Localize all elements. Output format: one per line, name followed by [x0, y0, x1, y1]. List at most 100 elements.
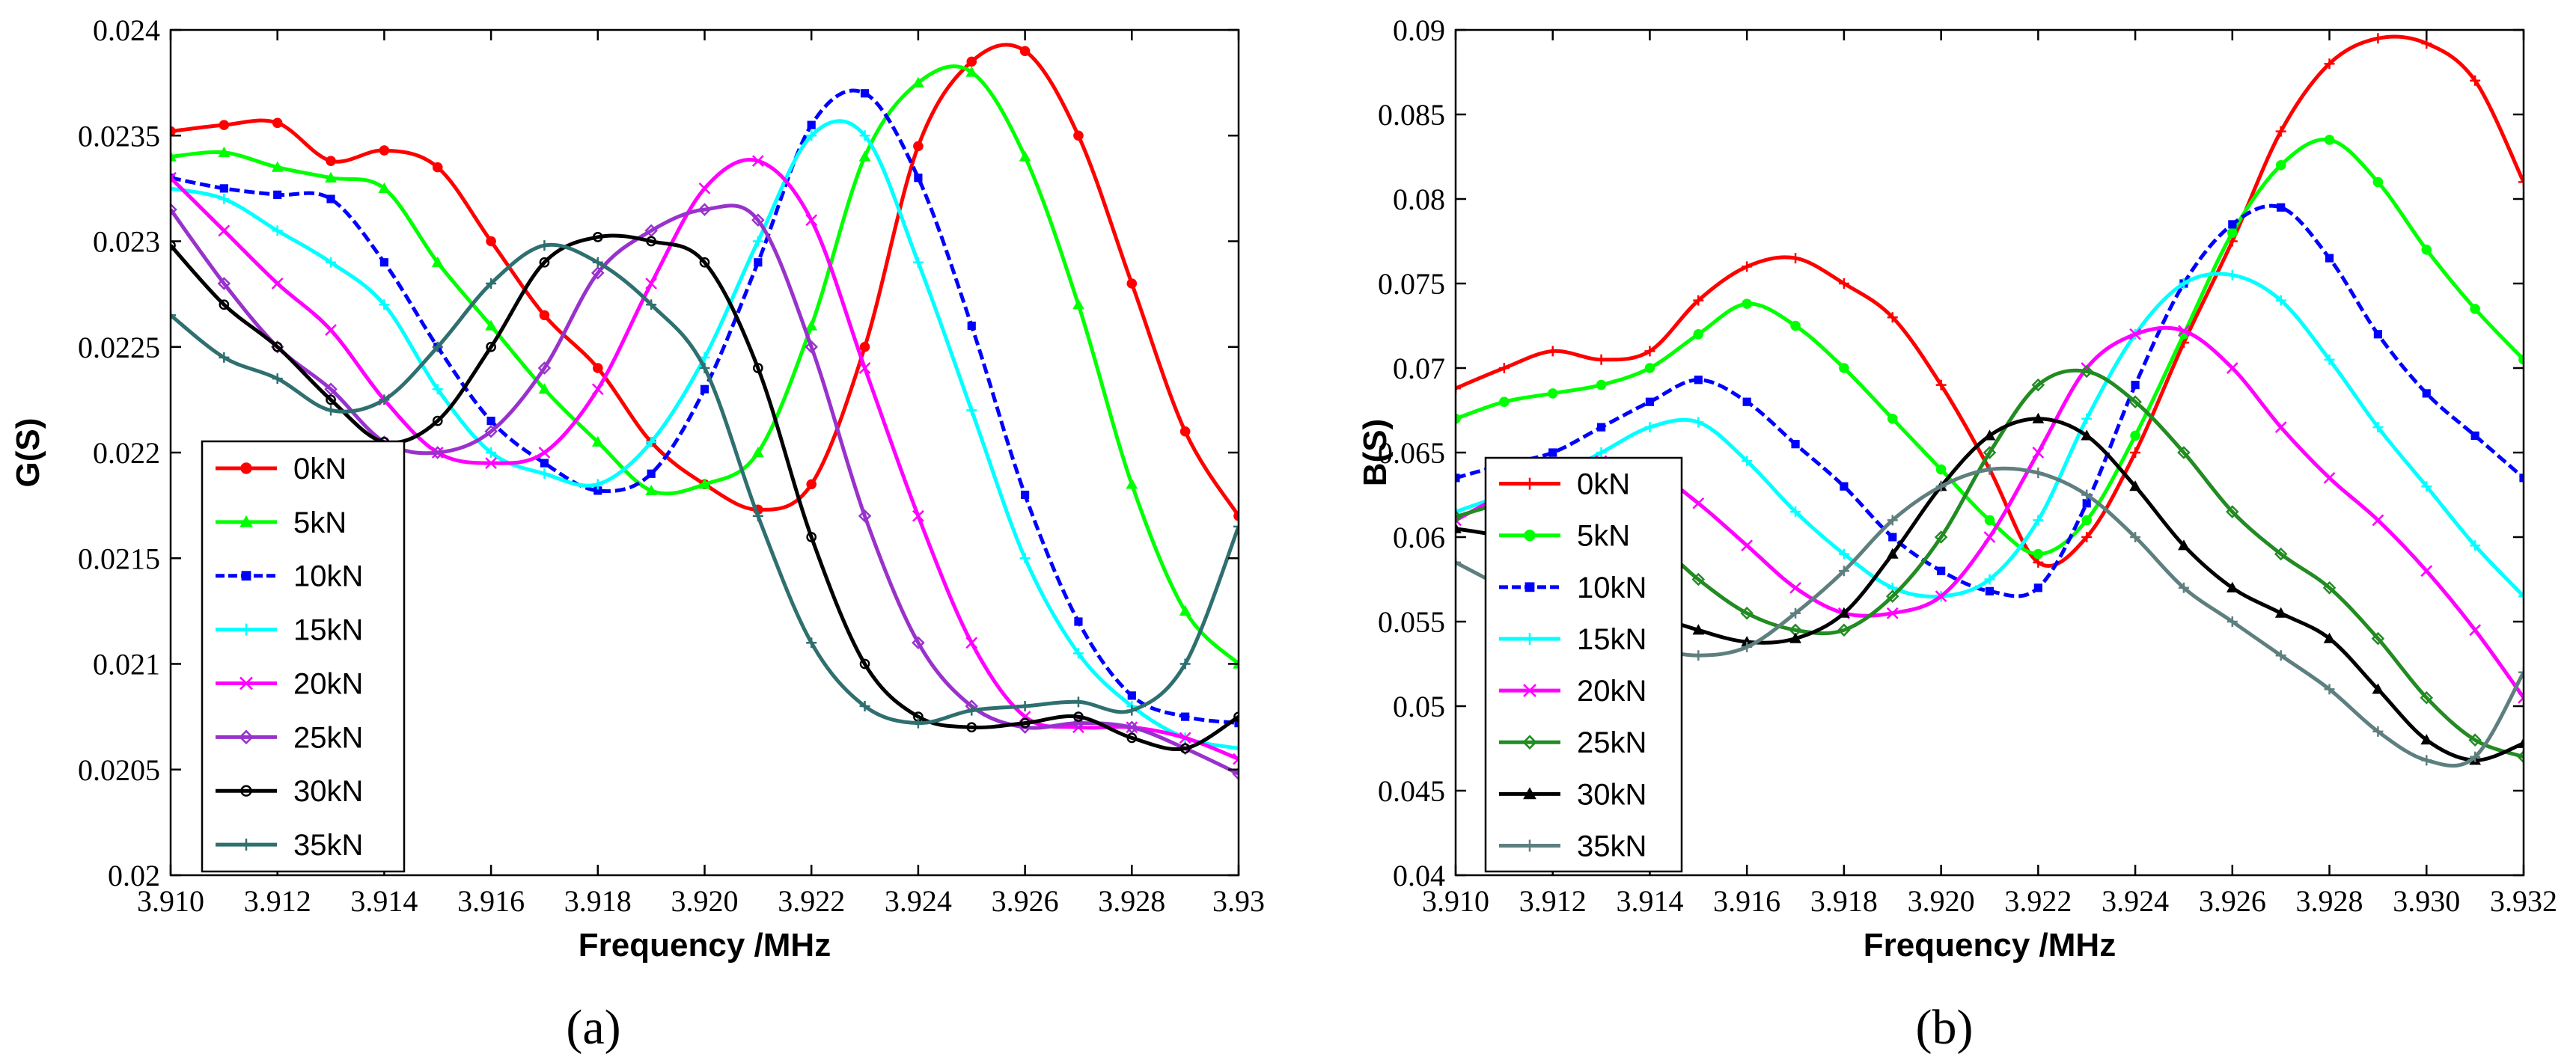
data-point-25kN — [2420, 690, 2434, 705]
data-point-35kN — [1742, 641, 1753, 652]
data-point-20kN — [538, 447, 551, 459]
data-point-0kN — [913, 141, 924, 152]
data-point-0kN — [593, 363, 603, 373]
data-point-30kN — [2420, 734, 2433, 745]
y-tick-label: 0.05 — [1393, 690, 1445, 723]
x-tick-label: 3.912 — [1519, 884, 1587, 918]
legend-item-20kN: 20kN — [1499, 675, 1646, 708]
data-point-30kN — [2372, 683, 2384, 694]
series-15kN — [1456, 269, 2524, 602]
data-point-25kN — [805, 340, 818, 354]
data-point-5kN — [1456, 414, 1461, 424]
y-axis-label: B(S) — [1357, 419, 1394, 486]
data-point-25kN — [1983, 446, 1997, 459]
data-point-10kN — [1694, 376, 1703, 384]
y-tick-label: 0.08 — [1393, 183, 1445, 216]
data-point-35kN — [1456, 557, 1461, 568]
data-point-0kN — [1838, 278, 1849, 289]
data-point-30kN — [1233, 711, 1239, 722]
y-tick-label: 0.04 — [1393, 859, 1445, 892]
data-point-35kN — [1126, 705, 1138, 716]
data-point-10kN — [1074, 617, 1083, 626]
data-point-25kN — [2322, 581, 2337, 595]
data-point-35kN — [912, 717, 924, 729]
data-point-5kN — [325, 171, 337, 183]
y-tick-label: 0.065 — [1378, 436, 1445, 470]
data-point-10kN — [2470, 431, 2479, 440]
x-tick-label: 3.928 — [1098, 884, 1165, 918]
data-point-20kN — [912, 509, 924, 522]
data-point-0kN — [272, 117, 283, 129]
data-point-20kN — [2323, 472, 2336, 484]
data-point-25kN — [1886, 589, 1899, 603]
legend-swatch-marker — [1523, 684, 1536, 697]
data-point-10kN — [1840, 482, 1849, 491]
data-point-0kN — [1073, 130, 1084, 141]
data-point-5kN — [805, 319, 818, 331]
data-point-15kN — [1742, 456, 1753, 467]
data-point-5kN — [1693, 329, 1704, 340]
data-point-25kN — [1456, 510, 1462, 524]
data-point-25kN — [484, 424, 498, 438]
series-35kN — [171, 240, 1239, 729]
data-point-5kN — [1839, 363, 1849, 373]
data-point-35kN — [2178, 582, 2189, 593]
data-point-20kN — [1233, 753, 1239, 765]
data-point-15kN — [2421, 481, 2432, 492]
data-point-30kN — [966, 722, 977, 733]
data-point-5kN — [858, 150, 871, 162]
data-point-30kN — [1019, 717, 1031, 729]
data-point-5kN — [1984, 515, 1995, 526]
data-point-25kN — [644, 224, 658, 238]
legend-item-35kN: 35kN — [1499, 830, 1646, 863]
data-point-5kN — [1547, 388, 1558, 399]
data-point-5kN — [1742, 298, 1752, 309]
data-point-30kN — [2129, 480, 2141, 491]
data-point-30kN — [806, 532, 817, 542]
data-point-15kN — [2372, 422, 2384, 433]
data-point-20kN — [858, 362, 871, 374]
series-5kN — [1456, 135, 2524, 560]
series-10kN — [171, 88, 1239, 728]
data-point-15kN — [432, 384, 443, 395]
y-tick-label: 0.021 — [93, 648, 160, 681]
data-point-20kN — [1692, 497, 1705, 509]
data-point-35kN — [1887, 515, 1898, 526]
data-point-20kN — [2178, 325, 2190, 337]
data-point-5kN — [591, 435, 604, 447]
legend-label: 15kN — [293, 614, 363, 647]
data-point-5kN — [171, 150, 177, 162]
data-point-20kN — [965, 637, 978, 649]
data-point-35kN — [2421, 755, 2432, 766]
data-point-15kN — [2226, 269, 2238, 281]
data-point-20kN — [2032, 447, 2045, 459]
data-point-0kN — [1126, 278, 1138, 289]
data-point-25kN — [2031, 378, 2045, 392]
legend-swatch-marker — [1523, 787, 1536, 800]
data-point-35kN — [2275, 650, 2286, 661]
data-point-35kN — [699, 363, 710, 373]
legend-label: 0kN — [293, 453, 347, 485]
data-point-15kN — [1456, 506, 1461, 518]
data-point-20kN — [591, 383, 604, 396]
data-point-0kN — [2470, 75, 2481, 86]
x-tick-label: 3.920 — [1908, 884, 1975, 918]
y-tick-label: 0.06 — [1393, 521, 1445, 554]
data-point-35kN — [646, 299, 657, 310]
data-point-0kN — [1547, 346, 1558, 357]
x-tick-label: 3.916 — [457, 884, 525, 918]
data-point-35kN — [2130, 532, 2141, 542]
data-point-15kN — [2033, 515, 2044, 526]
x-tick-label: 3.912 — [244, 884, 311, 918]
data-point-15kN — [646, 436, 657, 447]
data-point-15kN — [539, 468, 550, 480]
data-point-30kN — [1126, 732, 1138, 744]
series-30kN — [171, 232, 1239, 754]
data-point-10kN — [2519, 474, 2524, 482]
data-point-5kN — [2130, 430, 2140, 441]
data-point-35kN — [2518, 667, 2524, 678]
y-tick-label: 0.022 — [93, 436, 160, 470]
data-point-0kN — [171, 126, 176, 137]
legend-label: 20kN — [293, 667, 363, 700]
data-point-20kN — [751, 155, 764, 168]
